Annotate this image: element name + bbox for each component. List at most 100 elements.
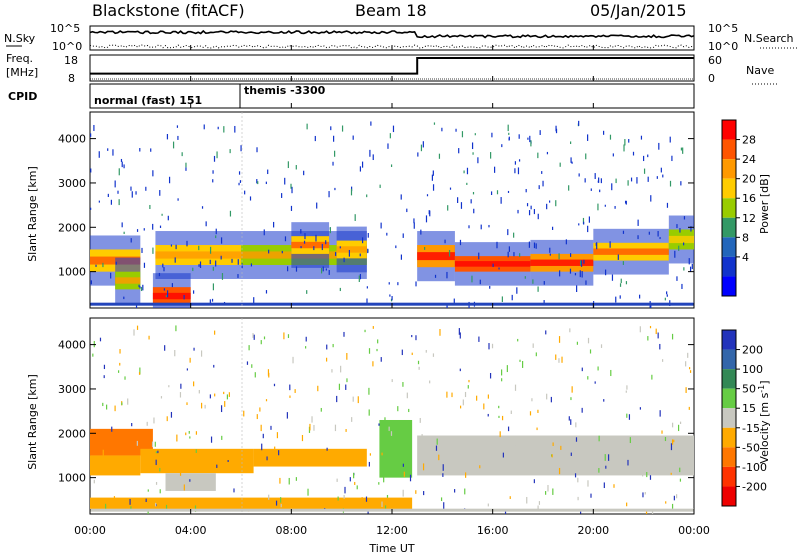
velocity-speckle bbox=[479, 465, 481, 469]
colorbar-tick-label: 16 bbox=[742, 192, 756, 205]
velocity-speckle bbox=[383, 475, 385, 483]
velocity-band bbox=[417, 435, 694, 476]
colorbar-swatch bbox=[722, 217, 736, 238]
power-speckle bbox=[617, 254, 619, 260]
power-speckle bbox=[112, 149, 114, 156]
beam-title: Beam 18 bbox=[355, 1, 427, 20]
velocity-speckle bbox=[179, 469, 182, 476]
power-speckle bbox=[334, 150, 336, 157]
velocity-speckle bbox=[155, 451, 157, 454]
velocity-speckle bbox=[671, 422, 674, 428]
power-speckle bbox=[496, 190, 499, 195]
power-speckle bbox=[123, 164, 125, 169]
power-speckle bbox=[671, 155, 673, 162]
velocity-speckle bbox=[689, 370, 692, 373]
x-tick-label: 16:00 bbox=[477, 524, 509, 537]
power-speckle bbox=[461, 131, 464, 138]
power-speckle bbox=[422, 141, 424, 148]
colorbar-tick-label: -100 bbox=[742, 461, 767, 474]
power-speckle bbox=[372, 154, 374, 161]
velocity-speckle bbox=[343, 331, 345, 337]
power-speckle bbox=[583, 259, 585, 264]
power-speckle bbox=[186, 240, 188, 247]
velocity-speckle bbox=[459, 405, 462, 409]
velocity-speckle bbox=[113, 496, 116, 501]
power-speckle bbox=[457, 197, 459, 204]
power-speckle bbox=[203, 124, 205, 130]
velocity-speckle bbox=[372, 326, 374, 329]
velocity-speckle bbox=[592, 442, 594, 448]
velocity-speckle bbox=[133, 329, 135, 336]
velocity-speckle bbox=[649, 325, 652, 329]
power-speckle bbox=[600, 178, 602, 184]
colorbar-swatch bbox=[722, 139, 736, 160]
velocity-speckle bbox=[451, 392, 453, 398]
power-speckle bbox=[141, 247, 143, 253]
power-speckle bbox=[559, 162, 561, 167]
freq-trace bbox=[90, 57, 694, 75]
velocity-speckle bbox=[136, 440, 138, 446]
power-band-core bbox=[291, 241, 330, 249]
power-speckle bbox=[123, 231, 125, 235]
velocity-speckle bbox=[571, 386, 573, 393]
power-speckle bbox=[107, 193, 109, 198]
velocity-speckle bbox=[651, 510, 654, 514]
power-speckle bbox=[514, 161, 517, 165]
power-speckle bbox=[468, 225, 470, 229]
velocity-speckle bbox=[399, 463, 401, 471]
power-speckle bbox=[388, 282, 390, 285]
velocity-speckle bbox=[409, 474, 412, 482]
velocity-speckle bbox=[139, 367, 141, 375]
power-speckle bbox=[691, 263, 693, 270]
power-speckle bbox=[212, 179, 214, 183]
power-speckle bbox=[447, 205, 449, 211]
velocity-speckle bbox=[259, 407, 261, 412]
power-speckle bbox=[321, 243, 323, 251]
velocity-speckle bbox=[415, 335, 417, 341]
velocity-speckle bbox=[334, 424, 337, 432]
power-speckle bbox=[587, 225, 589, 233]
power-speckle bbox=[596, 242, 598, 250]
power-speckle bbox=[472, 191, 475, 195]
velocity-speckle bbox=[515, 445, 517, 451]
power-speckle bbox=[325, 240, 327, 245]
x-tick-label: 04:00 bbox=[175, 524, 207, 537]
power-speckle bbox=[366, 286, 368, 289]
power-speckle bbox=[328, 191, 330, 198]
power-speckle bbox=[192, 267, 194, 272]
velocity-speckle bbox=[127, 398, 129, 405]
power-speckle bbox=[569, 253, 572, 257]
power-speckle bbox=[291, 186, 293, 194]
velocity-speckle bbox=[603, 482, 605, 489]
velocity-speckle bbox=[180, 383, 182, 389]
power-speckle bbox=[569, 268, 572, 274]
velocity-speckle bbox=[423, 491, 425, 496]
velocity-speckle bbox=[411, 352, 413, 356]
velocity-speckle bbox=[384, 417, 386, 424]
power-speckle bbox=[479, 279, 481, 285]
velocity-speckle bbox=[276, 432, 279, 439]
velocity-speckle bbox=[93, 479, 95, 484]
velocity-speckle bbox=[600, 344, 603, 348]
power-speckle bbox=[352, 135, 354, 140]
velocity-speckle bbox=[647, 336, 649, 341]
power-speckle bbox=[604, 269, 607, 276]
velocity-speckle bbox=[386, 494, 389, 498]
velocity-speckle bbox=[537, 505, 539, 511]
velocity-speckle bbox=[454, 489, 456, 493]
x-tick-label: 08:00 bbox=[275, 524, 307, 537]
velocity-speckle bbox=[502, 452, 504, 458]
power-speckle bbox=[267, 169, 269, 175]
power-speckle bbox=[130, 238, 132, 243]
velocity-speckle bbox=[498, 405, 500, 409]
velocity-speckle bbox=[570, 419, 572, 425]
velocity-speckle bbox=[401, 349, 403, 356]
velocity-speckle bbox=[536, 427, 538, 431]
velocity-speckle bbox=[487, 413, 489, 417]
power-speckle bbox=[434, 274, 437, 278]
power-speckle bbox=[519, 253, 521, 257]
power-speckle bbox=[95, 264, 97, 267]
nsearch-tick-top: 10^5 bbox=[708, 22, 738, 35]
velocity-speckle bbox=[679, 478, 682, 482]
